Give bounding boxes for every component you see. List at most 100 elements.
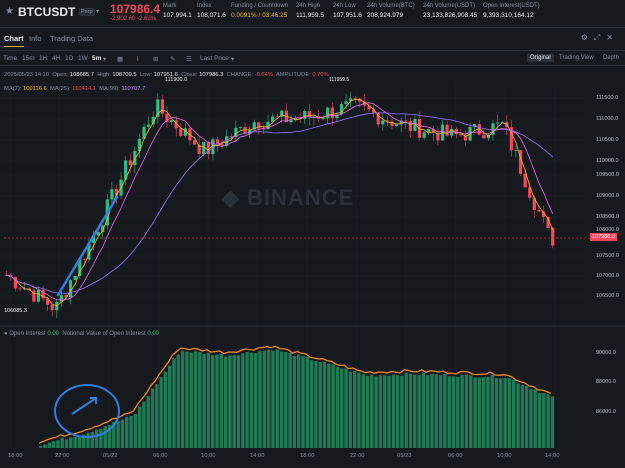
price-tick: 110000.0 <box>596 158 619 164</box>
oi-bar <box>181 351 184 448</box>
candle-body <box>257 122 260 128</box>
oi-bar <box>52 441 55 448</box>
oi-bar <box>362 374 365 448</box>
candle-body <box>18 288 21 289</box>
price-tick: 106500.0 <box>596 293 619 299</box>
oi-bar <box>460 375 463 448</box>
oi-bar <box>400 376 403 448</box>
oi-bar <box>426 375 429 448</box>
oi-bar <box>185 352 188 448</box>
price-tick: 111500.0 <box>596 95 618 101</box>
oi-bar <box>172 358 175 448</box>
trendline-annotation <box>58 197 117 295</box>
candle-body <box>427 129 430 132</box>
oi-bar <box>159 377 162 448</box>
time-tick: 10:00 <box>201 453 216 459</box>
oi-bar <box>405 373 408 448</box>
oi-bar <box>99 429 102 448</box>
oi-bar <box>297 354 300 448</box>
oi-bar <box>357 373 360 448</box>
high-marker: 111900.0 <box>165 77 187 83</box>
oi-bar <box>435 374 438 448</box>
oi-bar <box>250 353 253 448</box>
candle-body <box>459 134 462 135</box>
oi-bar <box>104 426 107 448</box>
oi-bar <box>422 373 425 448</box>
price-tick: 107000.0 <box>596 273 619 279</box>
oi-bar <box>293 356 296 448</box>
oi-bar <box>280 352 283 448</box>
oi-bar <box>168 366 171 448</box>
oi-bar <box>271 351 274 448</box>
oi-bar <box>525 386 528 448</box>
oi-bar <box>327 364 330 448</box>
candle-body <box>69 280 72 297</box>
time-tick: 18:00 <box>300 453 315 459</box>
candle-body <box>533 198 536 210</box>
oi-bar <box>542 393 545 448</box>
oi-bar <box>116 421 119 448</box>
candle-body <box>55 302 58 310</box>
oi-bar <box>473 377 476 448</box>
oi-bar <box>512 380 515 448</box>
candle-body <box>344 101 347 104</box>
oi-bar <box>349 372 352 448</box>
oi-toggle-icon[interactable]: ● <box>4 331 8 337</box>
oi-bar <box>190 353 193 448</box>
oi-tick: 88000.0 <box>596 379 616 385</box>
open-interest-legend: ● Open Interest 0.00 Notional Value of O… <box>4 331 159 337</box>
time-tick: 14:00 <box>250 453 265 459</box>
oi-bar <box>284 352 287 448</box>
oi-bar <box>443 374 446 448</box>
price-tick: 107500.0 <box>596 253 619 259</box>
time-tick: 22:00 <box>350 453 365 459</box>
oi-bar <box>482 377 485 448</box>
binance-watermark: ◆ BINANCE <box>222 185 354 211</box>
oi-bar <box>439 375 442 448</box>
time-tick: 05/22 <box>103 453 118 459</box>
oi-bar <box>306 357 309 448</box>
oi-bar <box>430 374 433 448</box>
oi-bar <box>491 375 494 448</box>
time-tick: 06:00 <box>448 453 463 459</box>
oi-bar <box>125 417 128 448</box>
candle-body <box>239 127 242 128</box>
candle-body <box>147 124 150 126</box>
oi-bar <box>43 444 46 448</box>
oi-bar <box>142 401 145 448</box>
oi-bar <box>228 355 231 448</box>
time-tick: 10:00 <box>497 453 512 459</box>
oi-bar <box>396 375 399 448</box>
oi-bar <box>374 376 377 448</box>
candle-body <box>51 305 54 310</box>
time-tick: 06:00 <box>153 453 168 459</box>
time-tick: 14:00 <box>545 453 560 459</box>
candle-body <box>409 121 412 131</box>
oi-bar <box>495 378 498 448</box>
candle-body <box>423 132 426 138</box>
oi-bar <box>538 393 541 448</box>
oi-bar <box>409 374 412 448</box>
candle-body <box>482 135 485 138</box>
oi-bar <box>534 390 537 448</box>
candle-body <box>133 151 136 165</box>
oi-bar <box>276 349 279 448</box>
oi-bar <box>383 375 386 448</box>
candle-body <box>161 99 164 113</box>
oi-bar <box>478 378 481 448</box>
candle-body <box>331 108 334 118</box>
oi-bar <box>39 446 42 448</box>
oi-bar <box>379 375 382 448</box>
price-tick: 109500.0 <box>596 172 619 178</box>
oi-bar <box>370 375 373 448</box>
oi-bar <box>387 376 390 448</box>
candle-body <box>83 259 86 260</box>
candle-body <box>537 210 540 211</box>
oi-bar <box>331 364 334 448</box>
candle-body <box>216 139 219 144</box>
oi-bar <box>516 383 519 448</box>
oi-bar <box>121 420 124 448</box>
candle-body <box>326 108 329 119</box>
oi-bar <box>366 376 369 448</box>
